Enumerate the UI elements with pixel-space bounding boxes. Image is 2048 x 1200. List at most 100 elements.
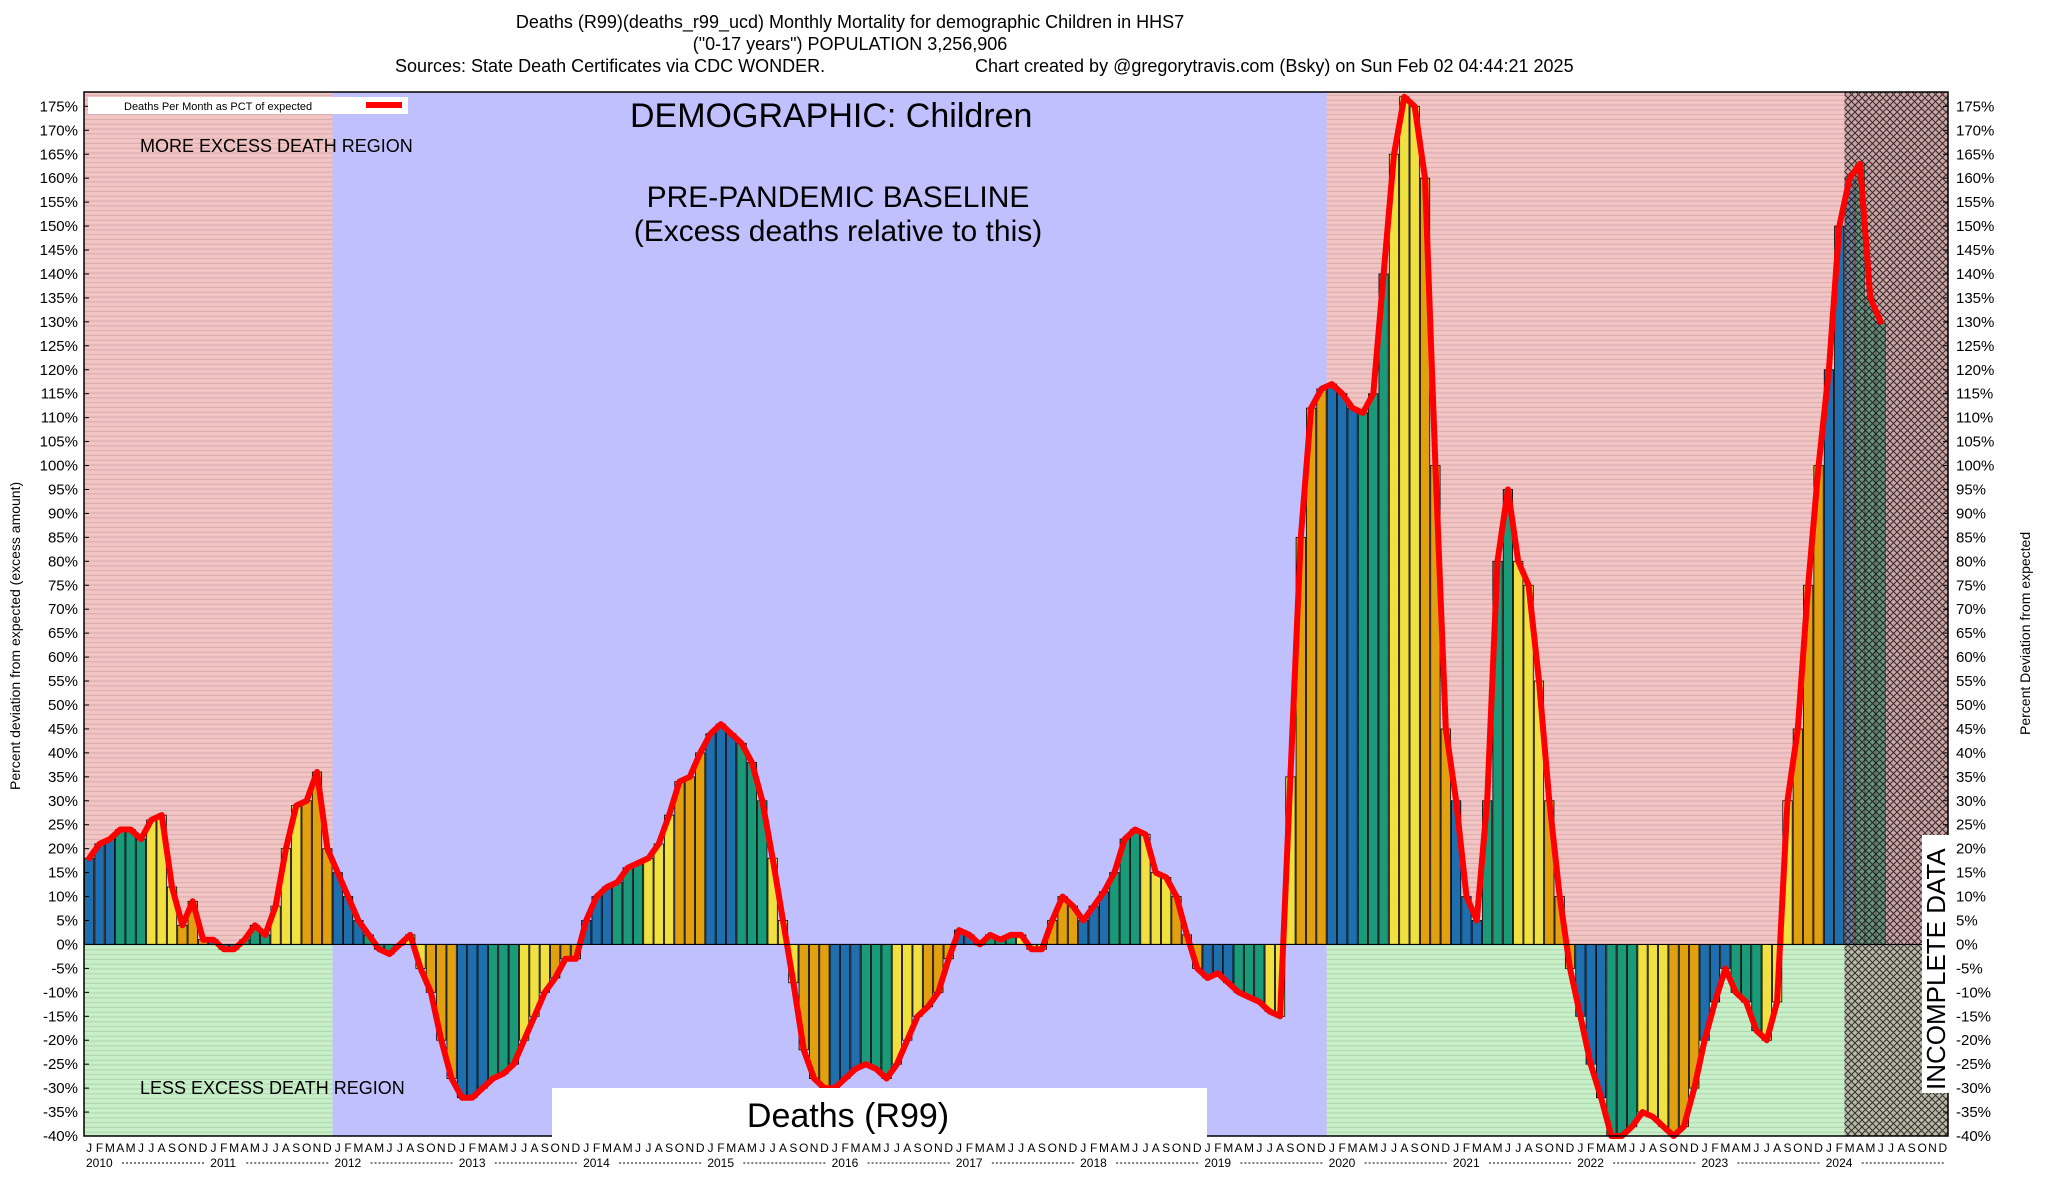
x-tick-month: J [459,1141,465,1155]
y-tick-label-left: -25% [43,1056,78,1073]
legend: Deaths Per Month as PCT of expected [88,97,408,114]
x-tick-month: M [1348,1141,1358,1155]
y-tick-label-right: 75% [1956,577,1986,594]
bar [891,944,902,1065]
x-tick-month: N [1928,1141,1937,1155]
bar [1668,944,1679,1137]
x-tick-month: M [1223,1141,1233,1155]
incomplete-box [1922,835,1950,1093]
y-tick-label-right: 105% [1956,434,1994,451]
x-tick-month: A [489,1141,497,1155]
x-tick-month: J [1640,1141,1646,1155]
demographic-annotation: DEMOGRAPHIC: Children [630,97,1032,135]
x-tick-month: A [158,1141,166,1155]
y-tick-label-right: 170% [1956,122,1994,139]
x-tick-month: J [759,1141,765,1155]
bar [674,781,685,945]
x-tick-month: F [1587,1141,1594,1155]
bar [1212,944,1224,974]
x-tick-month: J [635,1141,641,1155]
x-tick-month: A [1773,1141,1781,1155]
x-tick-month: A [282,1141,290,1155]
x-tick-month: D [199,1141,208,1155]
x-tick-month: M [975,1141,985,1155]
y-tick-label-left: 100% [40,458,78,475]
x-tick-month: A [655,1141,663,1155]
x-tick-month: N [313,1141,322,1155]
x-tick-month: S [914,1141,922,1155]
x-tick-month: A [1649,1141,1657,1155]
y-tick-label-left: 160% [40,170,78,187]
x-tick-month: J [1577,1141,1583,1155]
x-tick-month: J [1267,1141,1273,1155]
y-axis-label-right: Percent Deviation from expected [2017,532,2033,735]
x-tick-month: S [1162,1141,1170,1155]
x-tick-month: O [1793,1141,1802,1155]
y-tick-label-left: 95% [48,481,78,498]
bar [487,944,499,1079]
bar [1513,560,1524,945]
x-tick-month: N [188,1141,197,1155]
credit-text: Chart created by @gregorytravis.com (Bsk… [975,56,1574,76]
y-tick-label-right: 90% [1956,505,1986,522]
bar [1254,944,1265,1003]
bar [622,867,633,945]
y-tick-label-left: 65% [48,625,78,642]
y-tick-label-left: 80% [48,553,78,570]
y-tick-label-left: 155% [40,194,78,211]
x-tick-month: S [541,1141,549,1155]
x-tick-month: J [1764,1141,1770,1155]
chart-title: Deaths (R99)(deaths_r99_ucd) Monthly Mor… [515,12,1185,32]
y-tick-label-left: 120% [40,362,78,379]
x-tick-month: O [1172,1141,1181,1155]
x-tick-month: A [406,1141,414,1155]
y-tick-label-left: 130% [40,314,78,331]
bar [881,944,892,1079]
x-tick-month: F [966,1141,973,1155]
bar [1233,944,1244,993]
y-tick-label-right: 145% [1956,242,1994,259]
bar [467,944,478,1099]
x-tick-month: A [613,1141,621,1155]
chart-subtitle: ("0-17 years") POPULATION 3,256,906 [692,34,1008,54]
bar [684,776,695,945]
bar [808,944,820,1079]
y-axis-label-left: Percent deviation from expected (excess … [7,482,23,790]
y-tick-label-left: 105% [40,434,78,451]
bar [135,838,147,945]
y-tick-label-left: -10% [43,984,78,1001]
y-tick-label-right: -40% [1956,1128,1991,1145]
x-tick-month: J [86,1141,92,1155]
regions [84,92,1948,1136]
bar [1357,412,1368,945]
x-tick-month: D [1193,1141,1202,1155]
bar [819,944,830,1089]
bar [715,723,726,945]
x-tick-month: F [1339,1141,1346,1155]
y-tick-label-left: 60% [48,649,78,666]
y-tick-label-left: 115% [41,386,78,403]
x-tick-month: S [292,1141,300,1155]
x-tick-month: F [841,1141,848,1155]
x-tick-month: A [862,1141,870,1155]
x-tick-year: 2024 [1826,1156,1853,1170]
x-tick-month: D [820,1141,829,1155]
bar [1078,920,1089,945]
x-tick-month: D [1690,1141,1699,1155]
y-tick-label-left: 20% [48,841,78,858]
x-tick-month: S [1659,1141,1667,1155]
bar [1378,273,1389,945]
x-tick-month: J [1205,1141,1211,1155]
x-tick-month: D [1566,1141,1575,1155]
y-tick-label-left: 15% [48,865,78,882]
x-tick-month: J [1826,1141,1832,1155]
y-tick-label-right: -5% [1956,960,1983,977]
y-tick-label-left: 50% [48,697,78,714]
x-tick-month: M [1493,1141,1503,1155]
y-tick-label-left: -35% [43,1104,78,1121]
bar [850,944,861,1070]
x-tick-month: J [1329,1141,1335,1155]
bar [1243,944,1255,998]
bar [1471,920,1482,945]
x-tick-month: O [178,1141,187,1155]
